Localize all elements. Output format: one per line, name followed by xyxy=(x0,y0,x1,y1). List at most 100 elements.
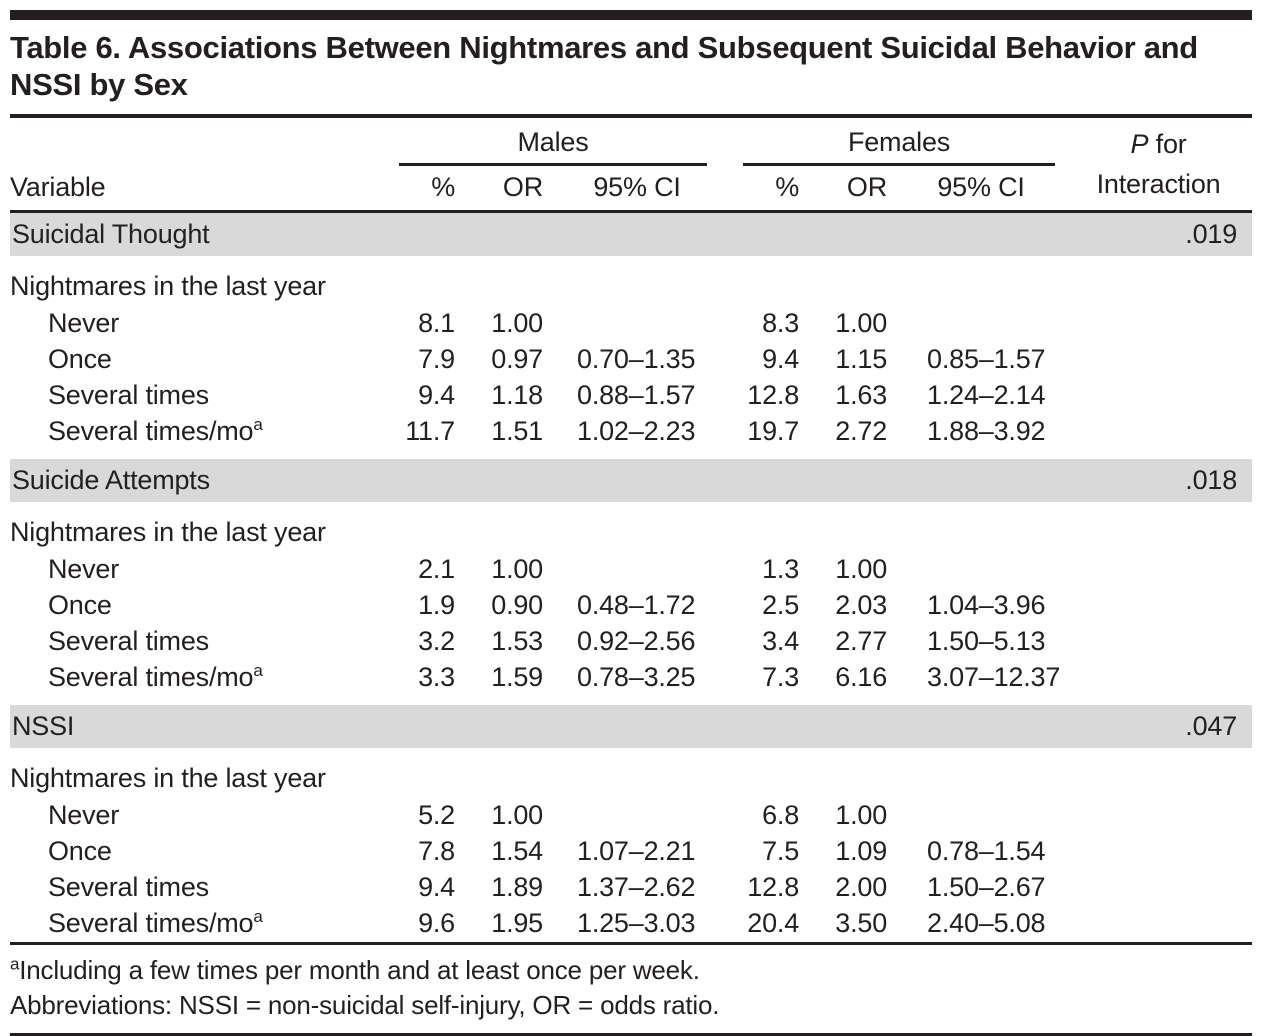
males-ci: 1.25–3.03 xyxy=(577,908,696,938)
males-ci: 0.78–3.25 xyxy=(577,662,696,692)
females-ci xyxy=(897,798,1065,834)
empty-cell xyxy=(1065,552,1252,588)
females-or: 2.03 xyxy=(835,590,888,620)
males-or: 1.53 xyxy=(491,626,543,656)
subhead-label: Nightmares in the last year xyxy=(10,517,326,547)
females-ci: 1.88–3.92 xyxy=(927,416,1046,446)
empty-cell xyxy=(1065,798,1252,834)
table-row: Never 8.1 1.00 8.3 1.00 xyxy=(10,306,1252,342)
table-title: Table 6. Associations Between Nightmares… xyxy=(10,30,1198,102)
column-header-females-ci: 95% CI xyxy=(897,166,1066,213)
males-or: 1.00 xyxy=(491,554,543,584)
table-row: Once 1.9 0.90 0.48–1.72 2.5 2.03 1.04–3.… xyxy=(10,588,1252,624)
footnotes: aIncluding a few times per month and at … xyxy=(10,945,1252,1033)
females-ci: 0.78–1.54 xyxy=(927,836,1046,866)
females-or: 2.00 xyxy=(835,872,888,902)
p-for-line: P for xyxy=(1065,123,1252,165)
row-label: Several times/mo xyxy=(48,908,254,938)
females-pct: 20.4 xyxy=(747,908,800,938)
column-header-females-or: OR xyxy=(809,166,898,213)
p-interaction-value: .019 xyxy=(1065,211,1253,256)
row-label: Once xyxy=(48,344,112,374)
table-row: Several times/moa 9.6 1.95 1.25–3.03 20.… xyxy=(10,906,1252,942)
row-label: Several times xyxy=(48,380,209,410)
males-ci: 0.70–1.35 xyxy=(577,344,696,374)
males-pct: 9.4 xyxy=(418,872,455,902)
males-ci: 0.48–1.72 xyxy=(577,590,696,620)
females-pct: 3.4 xyxy=(762,626,800,656)
males-ci: 1.37–2.62 xyxy=(577,872,696,902)
females-pct: 19.7 xyxy=(747,416,800,446)
data-table: Variable Males Females P for Interaction… xyxy=(10,118,1253,942)
males-pct: 11.7 xyxy=(405,416,455,446)
females-pct: 8.3 xyxy=(762,308,800,338)
row-label: Several times/mo xyxy=(48,662,254,692)
females-pct: 12.8 xyxy=(747,380,800,410)
males-pct: 3.3 xyxy=(418,662,455,692)
empty-cell xyxy=(1065,588,1252,624)
row-label: Once xyxy=(48,590,112,620)
females-ci: 1.04–3.96 xyxy=(927,590,1046,620)
subhead-label: Nightmares in the last year xyxy=(10,763,326,793)
males-or: 1.54 xyxy=(491,836,543,866)
empty-cell xyxy=(1065,342,1252,378)
males-pct: 2.1 xyxy=(418,554,455,584)
females-or: 3.50 xyxy=(835,908,888,938)
footnote-marker: a xyxy=(253,661,263,680)
header-spanner-row: Variable Males Females P for Interaction xyxy=(10,118,1253,213)
females-or: 1.15 xyxy=(835,344,888,374)
females-ci xyxy=(897,552,1065,588)
interaction-label: Interaction xyxy=(1096,168,1221,199)
females-ci: 1.50–2.67 xyxy=(927,872,1046,902)
empty-cell xyxy=(1065,306,1252,342)
females-pct: 7.3 xyxy=(762,662,800,692)
row-label: Once xyxy=(48,836,112,866)
title-rule xyxy=(10,114,1252,118)
table-row: Never 2.1 1.00 1.3 1.00 xyxy=(10,552,1252,588)
footnote-marker: a xyxy=(253,415,263,434)
table-row: Once 7.8 1.54 1.07–2.21 7.5 1.09 0.78–1.… xyxy=(10,834,1252,870)
top-rule xyxy=(10,10,1252,20)
footnote-abbreviations: Abbreviations: NSSI = non-suicidal self-… xyxy=(10,989,720,1020)
females-ci xyxy=(897,306,1065,342)
males-pct: 9.6 xyxy=(418,908,455,938)
males-or: 1.95 xyxy=(491,908,543,938)
females-or: 1.00 xyxy=(835,554,888,584)
males-ci: 1.07–2.21 xyxy=(577,836,696,866)
p-for-label: for xyxy=(1148,128,1187,159)
column-header-p-interaction: P for Interaction xyxy=(1065,118,1253,213)
males-ci: 1.02–2.23 xyxy=(577,416,696,446)
section-label: Suicidal Thought xyxy=(10,211,1066,256)
empty-cell xyxy=(1065,624,1252,660)
empty-cell xyxy=(1065,414,1252,455)
females-or: 1.09 xyxy=(835,836,888,866)
p-interaction-value: .018 xyxy=(1065,449,1253,502)
table-row: Never 5.2 1.00 6.8 1.00 xyxy=(10,798,1252,834)
females-or: 1.63 xyxy=(835,380,888,410)
males-pct: 9.4 xyxy=(418,380,455,410)
males-pct: 1.9 xyxy=(418,590,455,620)
males-or: 1.00 xyxy=(491,800,543,830)
males-or: 1.59 xyxy=(491,662,543,692)
footnote-a-text: Including a few times per month and at l… xyxy=(19,954,700,985)
males-ci xyxy=(553,552,721,588)
footnote-a-marker: a xyxy=(10,953,20,973)
table-row: Several times 9.4 1.89 1.37–2.62 12.8 2.… xyxy=(10,870,1252,906)
row-label: Never xyxy=(48,308,120,338)
section-row-suicide-attempts: Suicide Attempts .018 xyxy=(10,449,1253,502)
column-header-variable: Variable xyxy=(10,118,395,213)
p-interaction-value: .047 xyxy=(1065,695,1253,748)
females-pct: 9.4 xyxy=(762,344,800,374)
column-header-males-pct: % xyxy=(395,166,465,213)
row-label: Several times xyxy=(48,626,209,656)
males-pct: 3.2 xyxy=(418,626,455,656)
males-pct: 7.9 xyxy=(418,344,455,374)
males-pct: 5.2 xyxy=(418,800,455,830)
row-label: Never xyxy=(48,554,120,584)
table-row: Several times 9.4 1.18 0.88–1.57 12.8 1.… xyxy=(10,378,1252,414)
empty-cell xyxy=(1065,870,1252,906)
females-or: 6.16 xyxy=(835,662,888,692)
footnote-top-rule xyxy=(10,941,1252,945)
subhead-row: Nightmares in the last year xyxy=(10,748,1252,798)
